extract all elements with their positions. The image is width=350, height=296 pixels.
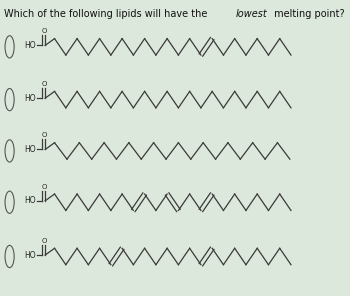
Text: HO: HO bbox=[25, 250, 36, 260]
Text: HO: HO bbox=[25, 41, 36, 50]
Text: melting point?: melting point? bbox=[271, 9, 345, 19]
Text: O: O bbox=[41, 28, 47, 34]
Text: Which of the following lipids will have the: Which of the following lipids will have … bbox=[5, 9, 211, 19]
Text: O: O bbox=[41, 238, 47, 244]
Text: O: O bbox=[41, 184, 47, 190]
Text: HO: HO bbox=[25, 145, 36, 154]
Text: O: O bbox=[41, 81, 47, 87]
Text: lowest: lowest bbox=[236, 9, 267, 19]
Text: O: O bbox=[41, 132, 47, 138]
Text: HO: HO bbox=[25, 94, 36, 103]
Text: HO: HO bbox=[25, 196, 36, 205]
